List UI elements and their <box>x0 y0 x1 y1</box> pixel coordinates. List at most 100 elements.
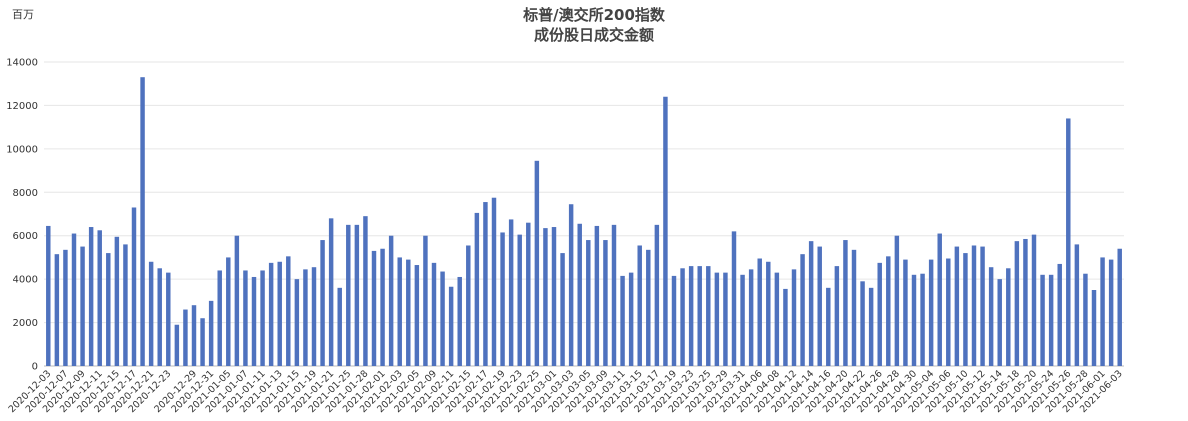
bar <box>106 253 111 366</box>
bar <box>637 245 642 366</box>
bar <box>1040 274 1045 366</box>
bar <box>603 240 608 366</box>
bar <box>346 224 351 366</box>
bar <box>817 246 822 366</box>
bar <box>620 275 625 366</box>
bar <box>226 257 231 366</box>
bar <box>1083 273 1088 366</box>
bar <box>157 268 162 366</box>
bar <box>783 288 788 366</box>
chart-title: 标普/澳交所200指数 <box>523 6 665 24</box>
bar <box>380 248 385 366</box>
bar <box>414 265 420 366</box>
bar <box>337 287 342 366</box>
bar <box>166 272 171 366</box>
bar <box>191 305 197 366</box>
bar <box>397 257 402 366</box>
y-tick-label: 8000 <box>13 188 38 199</box>
bar <box>457 276 462 366</box>
bar <box>526 222 531 366</box>
bar <box>594 225 600 366</box>
bar <box>954 246 960 366</box>
bar <box>868 287 874 366</box>
bar <box>277 261 282 366</box>
bar <box>474 212 480 366</box>
bar <box>354 224 360 366</box>
bar <box>54 254 60 366</box>
bar <box>123 244 128 366</box>
bar <box>551 227 557 366</box>
bar <box>303 269 308 366</box>
bar <box>483 202 488 366</box>
bar <box>311 267 317 366</box>
bar <box>466 245 471 366</box>
bar <box>928 259 934 366</box>
bar <box>937 233 942 366</box>
bar <box>577 223 582 366</box>
bar <box>877 262 882 366</box>
bar <box>260 270 265 366</box>
bar <box>71 233 77 366</box>
bar <box>183 309 188 366</box>
bar <box>560 253 565 366</box>
bar <box>217 270 222 366</box>
bar <box>1091 290 1097 366</box>
bar <box>646 249 651 366</box>
bar <box>423 235 428 366</box>
bar <box>731 231 737 366</box>
bar <box>1048 274 1054 366</box>
y-tick-label: 2000 <box>13 318 38 329</box>
bar <box>1074 244 1080 366</box>
bar <box>63 249 68 366</box>
bar <box>988 267 994 366</box>
bar <box>114 236 120 366</box>
bar <box>268 262 274 366</box>
bar <box>903 259 908 366</box>
bar <box>508 219 514 366</box>
bar <box>628 272 634 366</box>
bar <box>826 287 831 366</box>
bar <box>294 279 300 366</box>
bar <box>920 273 925 366</box>
y-tick-label: 10000 <box>6 144 38 155</box>
y-tick-label: 6000 <box>13 231 38 242</box>
bar <box>148 261 154 366</box>
bar <box>251 276 257 366</box>
bar <box>894 235 900 366</box>
bar <box>808 241 814 366</box>
bar <box>388 235 394 366</box>
bar <box>1023 238 1028 366</box>
bar <box>88 227 94 366</box>
bar <box>234 235 240 366</box>
bar <box>517 234 522 366</box>
y-tick-label: 0 <box>32 362 38 373</box>
bar <box>586 240 591 366</box>
bar <box>740 274 745 366</box>
bar <box>243 270 248 366</box>
bar <box>843 240 848 366</box>
bar <box>1057 263 1062 366</box>
bar <box>946 258 951 366</box>
bar <box>748 269 754 366</box>
bar <box>671 275 677 366</box>
bar <box>688 266 694 366</box>
bar <box>611 224 617 366</box>
bar <box>328 218 334 366</box>
bar <box>800 254 805 366</box>
bar <box>534 160 540 366</box>
bar <box>1108 259 1114 366</box>
bar <box>568 204 574 366</box>
bar <box>1117 248 1122 366</box>
bar <box>491 197 497 366</box>
chart-subtitle: 成份股日成交金额 <box>533 26 654 44</box>
bar <box>46 225 51 366</box>
bar <box>448 286 454 366</box>
bar <box>431 262 437 366</box>
bar <box>980 246 985 366</box>
y-tick-label: 4000 <box>13 275 38 286</box>
bar <box>860 281 865 366</box>
bar <box>791 269 797 366</box>
bar <box>200 318 205 366</box>
